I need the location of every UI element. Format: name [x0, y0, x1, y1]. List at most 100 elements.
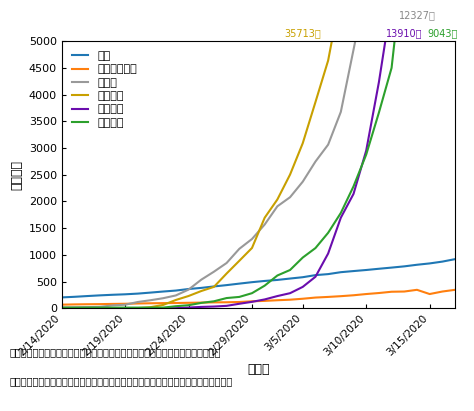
日本 — [160, 289, 166, 294]
イタリア — [249, 245, 255, 250]
日本 — [389, 265, 394, 270]
イタリア — [135, 306, 141, 311]
ドイツ — [325, 142, 331, 147]
日本 — [147, 290, 153, 295]
シンガポール — [122, 301, 128, 306]
ドイツ — [338, 109, 344, 114]
日本 — [97, 293, 102, 298]
ドイツ — [160, 296, 166, 301]
シンガポール — [160, 301, 166, 306]
スペイン — [338, 215, 344, 220]
ドイツ — [173, 293, 179, 298]
イタリア — [97, 306, 102, 311]
ドイツ — [274, 204, 280, 209]
フランス — [186, 303, 191, 308]
フランス — [351, 184, 356, 189]
Y-axis label: 感染者数: 感染者数 — [10, 160, 23, 189]
フランス — [300, 255, 306, 260]
ドイツ — [147, 298, 153, 302]
Line: 日本: 日本 — [62, 259, 455, 298]
シンガポール — [199, 300, 204, 305]
フランス — [147, 305, 153, 310]
日本 — [274, 277, 280, 282]
スペイン — [84, 306, 90, 311]
シンガポール — [452, 287, 458, 292]
イタリア — [199, 289, 204, 293]
フランス — [262, 283, 267, 288]
Line: フランス: フランス — [62, 0, 455, 308]
スペイン — [364, 148, 369, 153]
日本 — [325, 272, 331, 277]
スペイン — [59, 306, 64, 311]
日本 — [401, 264, 407, 269]
スペイン — [287, 291, 293, 296]
シンガポール — [401, 289, 407, 294]
シンガポール — [109, 301, 115, 306]
日本 — [122, 292, 128, 297]
フランス — [312, 246, 318, 251]
日本 — [84, 293, 90, 298]
スペイン — [135, 306, 141, 311]
Legend: 日本, シンガポール, ドイツ, イタリア, スペイン, フランス: 日本, シンガポール, ドイツ, イタリア, スペイン, フランス — [67, 47, 141, 132]
日本 — [287, 276, 293, 281]
シンガポール — [389, 289, 394, 294]
ドイツ — [72, 305, 77, 310]
日本 — [72, 294, 77, 299]
ドイツ — [84, 305, 90, 309]
スペイン — [211, 304, 217, 309]
イタリア — [224, 271, 229, 276]
ドイツ — [287, 195, 293, 200]
ドイツ — [109, 303, 115, 308]
フランス — [364, 152, 369, 157]
スペイン — [389, 0, 394, 3]
ドイツ — [249, 237, 255, 242]
Text: フランスなどで同様の増殖率で指数関数的増殖が見られる（オーバーシュート）。: フランスなどで同様の増殖率で指数関数的増殖が見られる（オーバーシュート）。 — [9, 376, 233, 386]
ドイツ — [97, 305, 102, 309]
シンガポール — [300, 296, 306, 301]
イタリア — [59, 306, 64, 311]
シンガポール — [376, 291, 382, 296]
Line: イタリア: イタリア — [62, 0, 455, 308]
シンガポール — [84, 302, 90, 307]
イタリア — [122, 306, 128, 311]
シンガポール — [147, 301, 153, 306]
日本 — [338, 270, 344, 275]
フランス — [97, 305, 102, 310]
ドイツ — [262, 222, 267, 227]
シンガポール — [249, 299, 255, 304]
スペイン — [325, 251, 331, 256]
フランス — [274, 273, 280, 278]
ドイツ — [312, 159, 318, 164]
日本 — [173, 288, 179, 293]
日本 — [427, 261, 432, 266]
シンガポール — [262, 298, 267, 303]
ドイツ — [224, 261, 229, 266]
スペイン — [237, 301, 242, 306]
シンガポール — [364, 291, 369, 296]
Line: スペイン: スペイン — [62, 0, 455, 308]
イタリア — [312, 99, 318, 104]
スペイン — [186, 305, 191, 310]
日本 — [376, 266, 382, 271]
ドイツ — [300, 179, 306, 184]
イタリア — [300, 141, 306, 145]
スペイン — [274, 293, 280, 298]
イタリア — [173, 298, 179, 302]
日本 — [300, 275, 306, 279]
シンガポール — [287, 297, 293, 302]
シンガポール — [72, 302, 77, 307]
シンガポール — [211, 300, 217, 305]
フランス — [338, 210, 344, 215]
スペイン — [351, 192, 356, 196]
ドイツ — [135, 300, 141, 305]
イタリア — [211, 284, 217, 289]
スペイン — [122, 306, 128, 311]
フランス — [135, 305, 141, 310]
日本 — [364, 268, 369, 272]
シンガポール — [351, 293, 356, 298]
シンガポール — [224, 300, 229, 305]
イタリア — [325, 58, 331, 63]
フランス — [160, 305, 166, 310]
スペイン — [249, 299, 255, 304]
スペイン — [173, 306, 179, 311]
